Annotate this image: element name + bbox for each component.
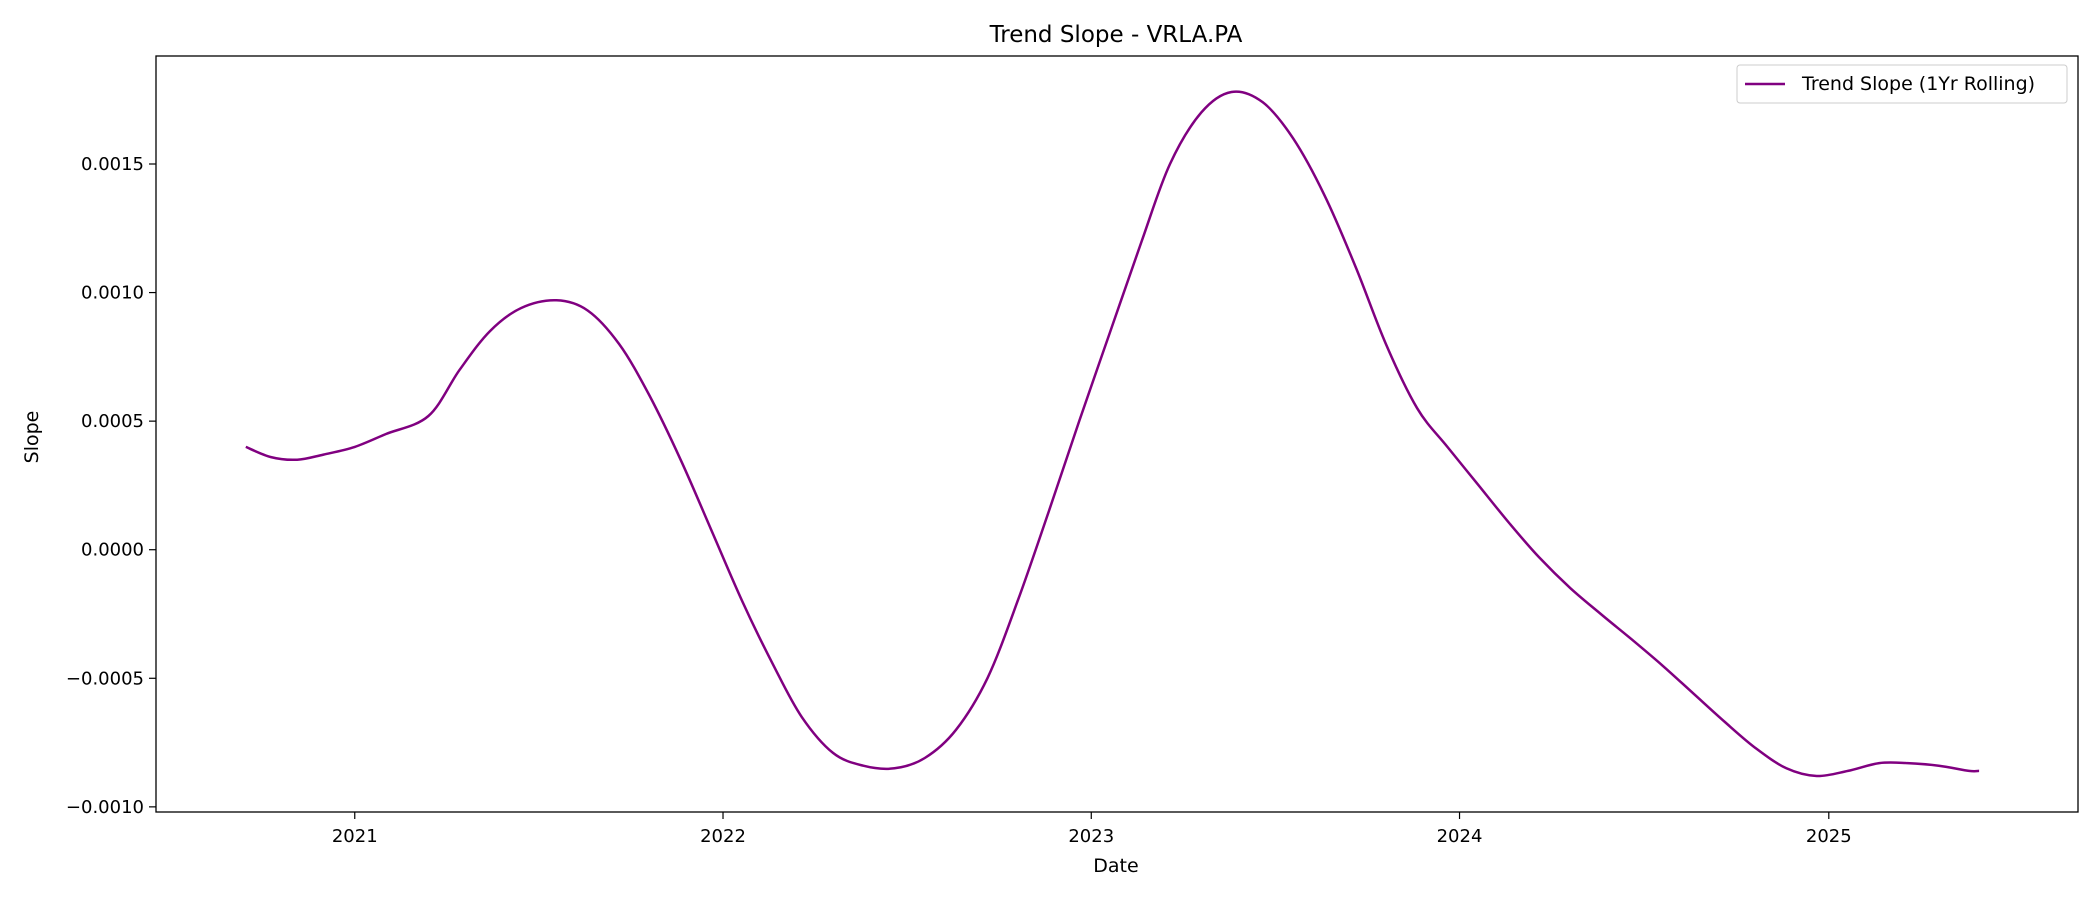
x-axis: 2021 2022 2023 2024 2025 — [332, 812, 1852, 847]
y-tick-label: −0.0005 — [66, 668, 144, 689]
legend-box — [1736, 64, 2068, 104]
chart-title: Trend Slope - VRLA.PA — [989, 22, 1243, 48]
x-tick-label: 2023 — [1068, 826, 1114, 847]
y-tick-label: 0.0015 — [81, 154, 144, 175]
axes-frame — [155, 55, 2079, 813]
y-axis: −0.0010 −0.0005 0.0000 0.0005 0.0010 0.0015 — [66, 154, 156, 818]
y-tick-label: 0.0005 — [81, 411, 144, 432]
legend: Trend Slope (1Yr Rolling) — [1736, 64, 2068, 104]
x-axis-label: Date — [1093, 855, 1138, 877]
y-tick-label: 0.0000 — [81, 540, 144, 561]
series-line-trend-slope — [245, 90, 1980, 778]
x-tick-label: 2025 — [1806, 826, 1852, 847]
y-tick-label: 0.0010 — [81, 283, 144, 304]
legend-label: Trend Slope (1Yr Rolling) — [1801, 73, 2035, 95]
plot-area — [245, 90, 1980, 778]
y-axis-label: Slope — [21, 411, 43, 464]
x-tick-label: 2021 — [332, 826, 378, 847]
x-tick-label: 2022 — [700, 826, 746, 847]
x-tick-label: 2024 — [1437, 826, 1483, 847]
y-tick-label: −0.0010 — [66, 797, 144, 818]
